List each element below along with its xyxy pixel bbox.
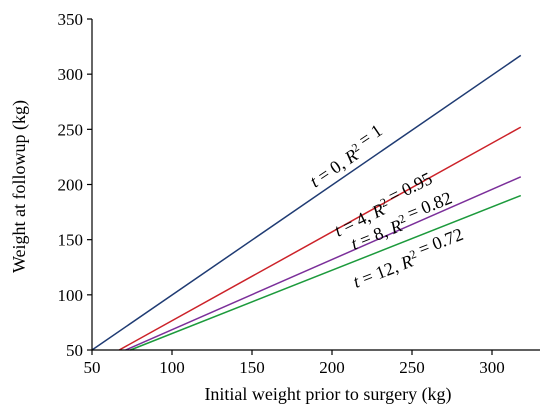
x-tick-label: 150 (239, 358, 265, 377)
y-tick-label: 250 (58, 120, 84, 139)
x-tick-label: 200 (319, 358, 345, 377)
y-tick-label: 200 (58, 176, 84, 195)
y-tick-label: 50 (66, 341, 83, 360)
series-label-t0: t = 0, R2 = 1 (302, 120, 389, 191)
series-labels: t = 0, R2 = 1t = 4, R2 = 0.95t = 8, R2 =… (302, 120, 466, 292)
y-axis-title: Weight at followup (kg) (9, 100, 30, 273)
series-line-t12 (130, 194, 522, 351)
x-tick-label: 100 (159, 358, 185, 377)
series-line-t0 (91, 54, 522, 351)
y-tick-label: 100 (58, 286, 84, 305)
x-tick-label: 50 (84, 358, 101, 377)
y-tick-label: 150 (58, 231, 84, 250)
x-tick-label: 250 (399, 358, 425, 377)
x-tick-label: 300 (479, 358, 505, 377)
y-tick-label: 350 (58, 10, 84, 29)
y-tick-label: 300 (58, 65, 84, 84)
x-axis-title: Initial weight prior to surgery (kg) (204, 384, 451, 405)
x-axis-ticks: 50 100 150 200 250 300 (84, 350, 505, 377)
series-line-t8 (125, 176, 522, 351)
y-axis-ticks: 50 100 150 200 250 300 350 (58, 10, 92, 360)
series-line-t4 (118, 126, 522, 351)
series-lines (91, 54, 522, 351)
